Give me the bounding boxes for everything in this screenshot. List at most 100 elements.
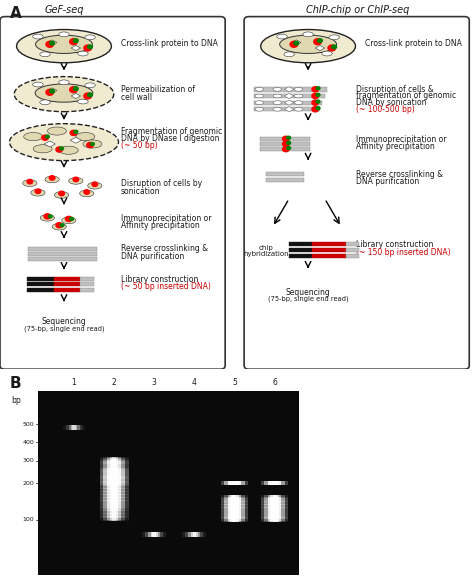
Bar [112,465,116,470]
Bar [221,513,248,518]
Bar [264,509,285,513]
Bar [110,515,118,520]
Bar [103,458,125,463]
Bar [112,493,116,498]
Bar [271,498,279,503]
Bar [100,493,128,498]
Bar [230,481,238,485]
Ellipse shape [273,107,282,111]
Bar [100,509,128,514]
Bar [71,425,77,430]
Bar [224,513,245,518]
Bar [100,459,128,464]
Bar [221,501,248,506]
Bar [268,500,282,505]
Bar [107,509,121,514]
Circle shape [290,42,298,47]
Bar [224,515,245,519]
Bar [112,479,116,484]
Bar [107,481,121,486]
Bar [100,478,128,482]
Bar [107,472,121,477]
Bar [221,503,248,507]
Circle shape [44,214,51,219]
Bar [100,473,128,479]
Bar [112,468,116,472]
Bar [110,478,118,483]
Bar [224,481,245,485]
Bar [230,497,238,502]
Bar [153,532,156,537]
Bar [107,471,121,476]
Bar [271,507,279,512]
Text: cell wall: cell wall [121,93,152,101]
Polygon shape [44,141,55,147]
Text: sonication: sonication [121,187,160,196]
Bar [264,507,285,512]
Bar [100,502,128,506]
Bar [230,515,238,519]
Bar [110,468,118,473]
Bar [261,501,288,506]
Bar [110,505,118,509]
Bar [224,507,245,512]
Bar [100,488,128,493]
Polygon shape [71,45,81,50]
Bar [221,481,248,485]
Circle shape [283,141,289,146]
Bar [103,476,125,481]
Circle shape [70,87,77,93]
Bar [110,464,118,469]
Polygon shape [284,107,294,112]
Bar [254,87,327,91]
Bar [100,480,128,485]
Bar [110,462,118,467]
Bar [228,498,241,503]
Bar [107,466,121,471]
Bar [107,473,121,478]
Bar [112,466,116,471]
Ellipse shape [33,145,52,153]
Bar [100,485,128,490]
Bar [103,472,125,477]
Bar [228,495,241,500]
Polygon shape [284,93,294,98]
Circle shape [84,190,90,194]
Bar [273,517,277,522]
Bar [268,513,282,518]
Bar [230,507,238,512]
Bar [230,503,238,507]
Bar [221,509,248,513]
Bar [103,481,125,486]
Bar [261,507,288,512]
Bar [107,488,121,493]
Bar [100,475,128,481]
Bar [103,491,125,496]
Bar [69,425,80,430]
Circle shape [84,45,91,51]
Text: 5: 5 [232,377,237,387]
Bar [100,481,128,485]
Bar [107,513,121,518]
Ellipse shape [255,87,264,91]
Circle shape [56,223,63,228]
Bar [346,242,359,246]
Bar [268,481,282,485]
Bar [110,487,118,492]
Bar [261,506,288,510]
Circle shape [92,182,98,186]
Bar [221,516,248,521]
Bar [230,509,238,513]
Bar [228,516,241,521]
Ellipse shape [24,132,43,141]
Bar [110,493,118,498]
Circle shape [46,42,54,47]
Bar [103,469,125,474]
Ellipse shape [273,101,282,104]
Text: Disruption of cells &: Disruption of cells & [356,85,433,94]
Bar [110,503,118,508]
Bar [27,282,54,287]
Bar [188,532,201,537]
Bar [232,509,237,513]
Bar [100,476,128,481]
